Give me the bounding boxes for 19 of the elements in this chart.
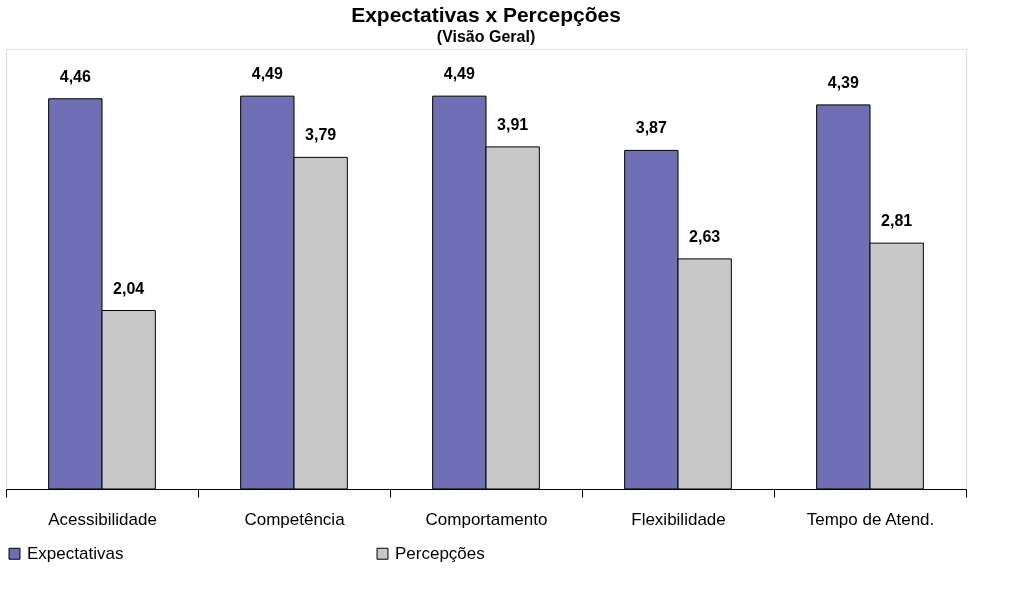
x-tick-label: Comportamento	[425, 509, 548, 529]
data-label: 3,79	[305, 126, 337, 144]
data-label: 4,49	[251, 65, 284, 83]
data-label: 3,87	[635, 119, 668, 137]
x-tick-label: Tempo de Atend.	[806, 509, 935, 529]
data-label: 2,81	[881, 212, 913, 230]
data-label: 4,39	[827, 73, 860, 91]
data-label: 2,04	[113, 279, 145, 297]
legend-label: Expectativas	[27, 543, 124, 563]
legend-label: Percepções	[395, 543, 485, 563]
data-label: 2,63	[689, 227, 721, 245]
chart-subtitle: (Visão Geral)	[436, 28, 536, 45]
data-label: 4,46	[59, 67, 92, 85]
data-label: 3,91	[497, 115, 529, 133]
x-tick-label: Competência	[244, 509, 346, 529]
x-tick-label: Acessibilidade	[48, 509, 157, 529]
data-label: 4,49	[443, 65, 476, 83]
chart-title: Expectativas x Percepções	[351, 3, 621, 26]
x-tick-label: Flexibilidade	[631, 509, 726, 529]
